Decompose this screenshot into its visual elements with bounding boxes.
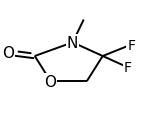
Text: F: F: [127, 38, 135, 52]
Text: O: O: [45, 74, 57, 89]
Text: N: N: [67, 35, 78, 50]
Text: F: F: [124, 61, 132, 75]
Text: O: O: [2, 46, 14, 61]
